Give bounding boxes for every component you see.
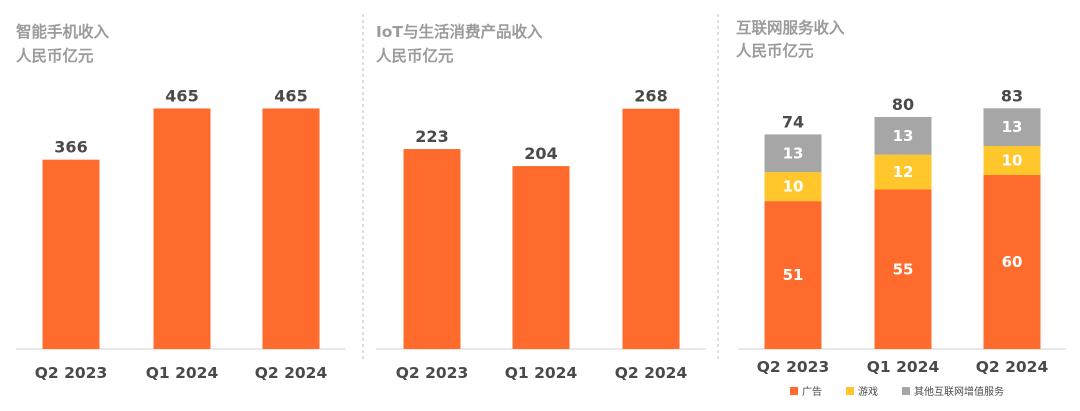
- bar: [403, 149, 461, 349]
- legend-label: 游戏: [858, 385, 878, 398]
- x-tick-label: Q1 2024: [867, 358, 940, 376]
- chart-title: 互联网服务收入: [736, 18, 845, 37]
- x-tick-label: Q2 2024: [976, 358, 1049, 376]
- bar-value-label: 366: [54, 138, 87, 157]
- bar: [622, 108, 680, 350]
- segment-value-label: 51: [783, 266, 804, 284]
- bar: [262, 108, 320, 349]
- chart-subtitle: 人民币亿元: [376, 46, 454, 65]
- chart-subtitle: 人民币亿元: [16, 46, 94, 65]
- x-tick-label: Q2 2024: [615, 364, 688, 382]
- segment-value-label: 55: [893, 260, 914, 278]
- bar-value-label: 268: [634, 87, 667, 106]
- x-tick-label: Q1 2024: [505, 364, 578, 382]
- bar-value-label: 204: [524, 144, 557, 163]
- stacked-bar-segment: [983, 146, 1041, 175]
- bar-group: 366 Q2 2023 465 Q1 2024 465 Q2 2024: [35, 86, 328, 382]
- stacked-bar-segment: [764, 172, 822, 202]
- bar-total-label: 83: [1001, 86, 1023, 105]
- x-tick-label: Q2 2023: [757, 358, 830, 376]
- legend-label: 广告: [802, 385, 822, 398]
- x-tick-label: Q2 2023: [396, 364, 469, 382]
- segment-value-label: 60: [1002, 253, 1023, 271]
- segment-value-label: 13: [783, 144, 804, 162]
- stacked-bar-segment: [983, 108, 1041, 146]
- x-tick-label: Q2 2024: [255, 364, 328, 382]
- chart-subtitle: 人民币亿元: [736, 41, 814, 60]
- stacked-bar-segment: [764, 134, 822, 173]
- bar-value-label: 223: [415, 127, 448, 146]
- legend-swatch: [902, 387, 910, 395]
- smartphone-revenue-chart: 智能手机收入 人民币亿元 366 Q2 2023 465 Q1 2024 465 Q2 2…: [16, 22, 345, 382]
- bar-total-label: 74: [782, 112, 804, 131]
- stacked-bar-group: 51 10 13 74 Q2 2023 55 12 13 80 Q1 2024 60 10 13 83 Q2…: [757, 86, 1049, 376]
- x-tick-label: Q1 2024: [146, 364, 219, 382]
- chart-title: IoT与生活消费产品收入: [376, 22, 543, 41]
- segment-value-label: 12: [893, 163, 914, 181]
- stacked-bar-segment: [983, 175, 1041, 349]
- bar: [153, 108, 211, 349]
- internet-services-revenue-chart: 互联网服务收入 人民币亿元 51 10 13 74 Q2 2023 55 12 13 80 Q1 …: [736, 18, 1066, 398]
- legend-swatch: [846, 387, 854, 395]
- segment-value-label: 13: [893, 127, 914, 145]
- x-tick-label: Q2 2023: [35, 364, 108, 382]
- legend: 广告 游戏 其他互联网增值服务: [790, 385, 1004, 398]
- segment-value-label: 10: [1002, 152, 1023, 170]
- legend-swatch: [790, 387, 798, 395]
- stacked-bar-segment: [874, 154, 932, 190]
- stacked-bar-segment: [874, 117, 932, 155]
- bar-value-label: 465: [274, 86, 307, 105]
- stacked-bar-segment: [764, 201, 822, 349]
- chart-title: 智能手机收入: [16, 22, 110, 41]
- bar: [42, 159, 100, 349]
- bar-value-label: 465: [165, 86, 198, 105]
- stacked-bar-segment: [874, 189, 932, 349]
- bar-total-label: 80: [892, 95, 914, 114]
- bar: [512, 166, 570, 349]
- legend-label: 其他互联网增值服务: [914, 385, 1004, 398]
- segment-value-label: 10: [783, 178, 804, 196]
- bar-group: 223 Q2 2023 204 Q1 2024 268 Q2 2024: [396, 87, 688, 382]
- segment-value-label: 13: [1002, 118, 1023, 136]
